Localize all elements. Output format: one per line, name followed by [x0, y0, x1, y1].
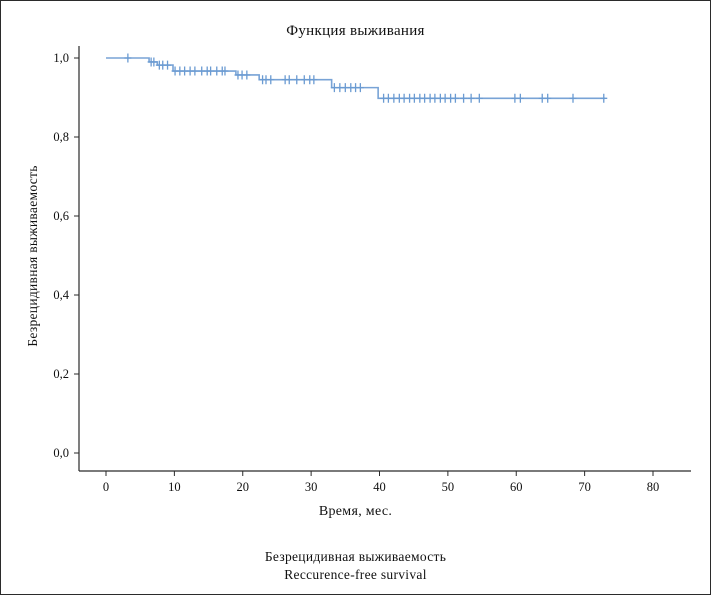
- x-tick-label: 40: [373, 480, 386, 494]
- censor-mark: [293, 75, 301, 85]
- censor-mark: [124, 53, 132, 63]
- y-tick-label: 0,8: [53, 130, 69, 144]
- chart-title: Функция выживания: [286, 23, 425, 39]
- censor-mark: [356, 83, 364, 93]
- x-tick-label: 80: [647, 480, 660, 494]
- censor-mark: [150, 57, 158, 67]
- censor-mark: [285, 75, 293, 85]
- survival-plot: 0 10 20 30 40 50 60 70 80 1,0 0,8 0,6 0,4 0,2 0,0: [53, 46, 691, 494]
- censor-mark: [267, 75, 275, 85]
- censor-mark: [243, 70, 251, 80]
- censor-mark: [460, 93, 468, 103]
- y-tick-label: 1,0: [53, 51, 69, 65]
- censor-mark: [544, 93, 552, 103]
- survival-curve: [106, 57, 606, 100]
- y-tick-label: 0,0: [53, 446, 69, 460]
- censor-mark: [451, 93, 459, 103]
- censor-mark: [600, 93, 608, 103]
- censor-mark: [569, 93, 577, 103]
- y-tick-label: 0,4: [53, 288, 69, 302]
- censor-mark: [164, 60, 172, 70]
- x-tick-label: 20: [237, 480, 250, 494]
- x-tick-label: 50: [442, 480, 455, 494]
- x-tick-label: 30: [305, 480, 318, 494]
- censor-mark: [191, 66, 199, 76]
- y-tick-label: 0,6: [53, 209, 69, 223]
- x-tick-label: 60: [510, 480, 523, 494]
- censor-mark: [475, 93, 483, 103]
- x-axis-label: Время, мес.: [318, 504, 393, 519]
- censor-mark: [516, 93, 524, 103]
- y-tick-label: 0,2: [53, 367, 69, 381]
- x-tick-label: 10: [168, 480, 181, 494]
- x-tick-label: 0: [103, 480, 109, 494]
- caption-russian: Безрецидивная выживаемость: [264, 549, 447, 564]
- censor-mark: [207, 66, 215, 76]
- censor-mark: [467, 93, 475, 103]
- caption-english: Reccurence-free survival: [284, 567, 427, 582]
- censor-mark: [310, 75, 318, 85]
- censor-mark: [221, 66, 229, 76]
- x-tick-label: 70: [578, 480, 591, 494]
